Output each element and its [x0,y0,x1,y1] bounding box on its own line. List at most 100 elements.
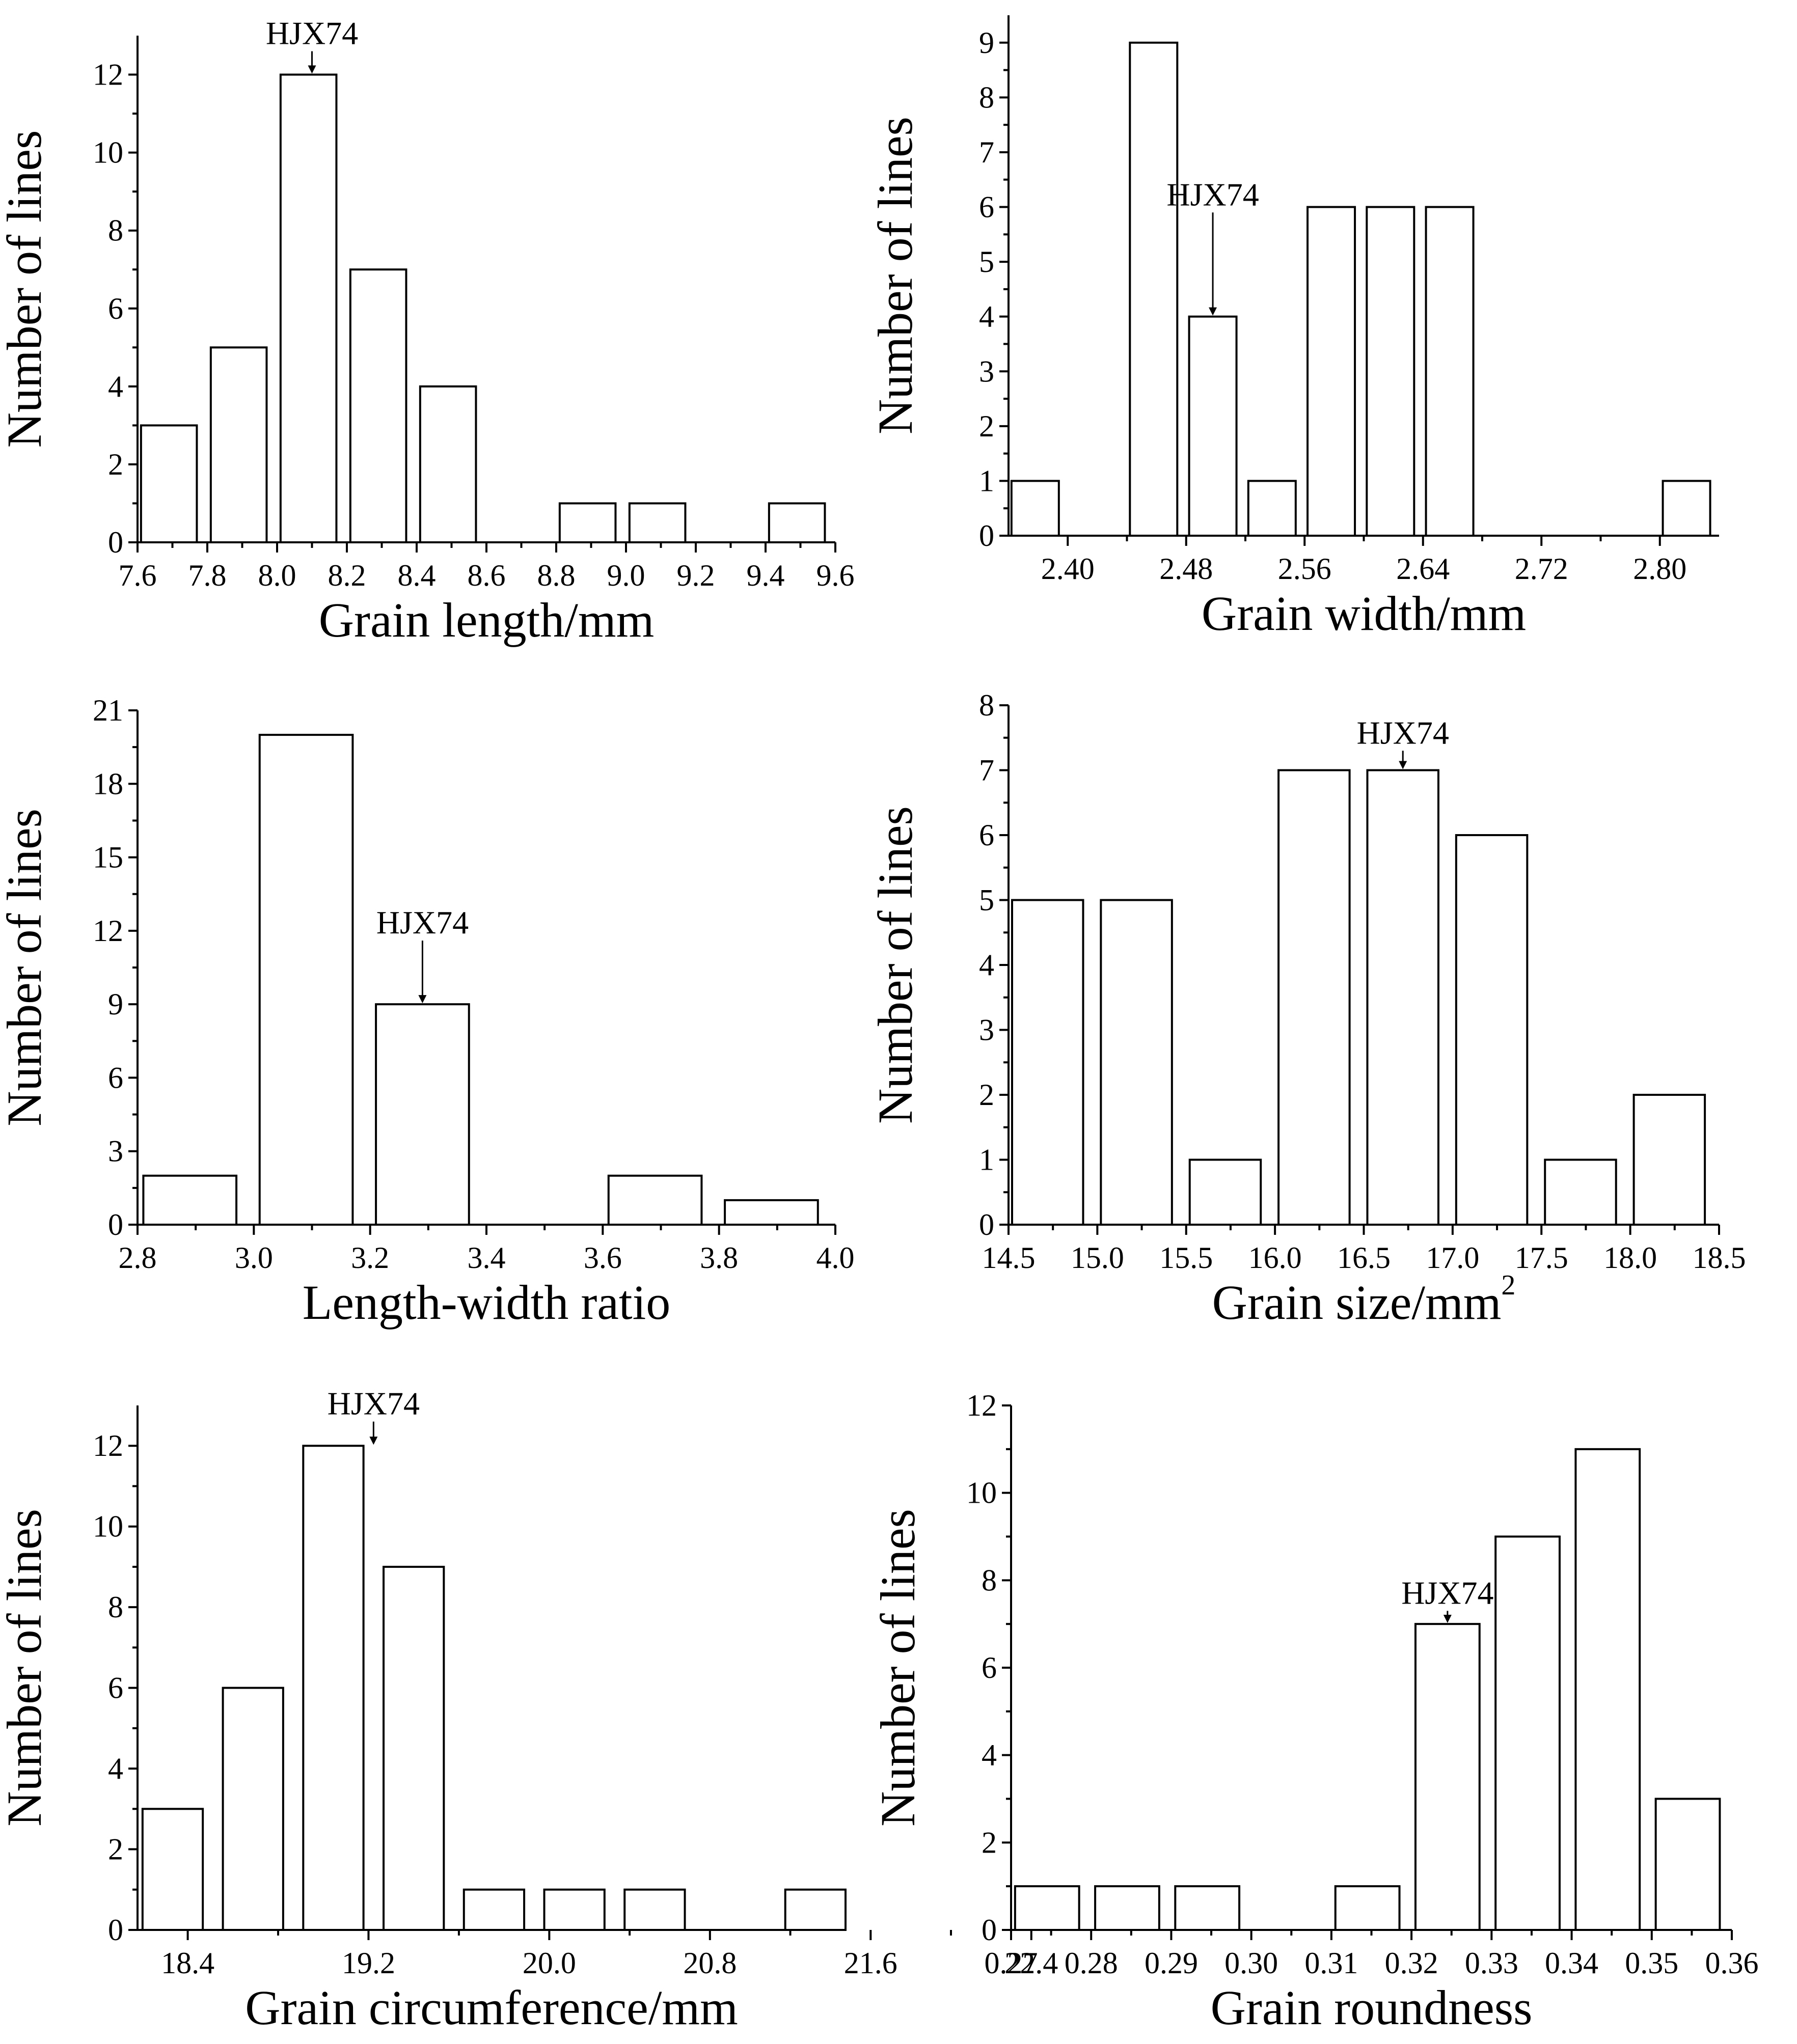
x-axis-title: Grain circumference/mm [245,1980,738,2035]
x-tick-label: 8.8 [537,559,576,592]
bar-7 [623,1888,686,1931]
x-tick-label: 8.4 [398,559,436,592]
y-tick-label: 12 [93,58,123,92]
annotation-arrow-head [1209,307,1217,316]
bar-8 [1662,480,1711,537]
x-tick-label: 9.6 [816,559,855,592]
y-tick-label: 10 [93,136,123,170]
y-tick-label: 8 [979,688,994,722]
annotation-label: HJX74 [1357,714,1449,751]
x-tick-label: 9.0 [607,559,645,592]
y-axis-title: Number of lines [868,806,922,1124]
bar-7 [1425,206,1475,537]
x-tick-label: 22.4 [1004,1946,1058,1980]
y-tick-label: 0 [979,1208,994,1241]
x-axis-title-superscript: 2 [1501,1269,1515,1301]
bar-1 [140,424,198,544]
bar-3 [279,73,338,544]
x-tick-label: 3.2 [351,1241,389,1275]
annotation-label: HJX74 [1166,176,1259,212]
y-tick-label: 4 [108,1752,123,1785]
x-tick-label: 3.8 [700,1241,738,1275]
x-tick-label: 17.5 [1515,1241,1568,1275]
y-axis-title: Number of lines [868,117,922,434]
bar-3 [1174,1885,1241,1931]
x-tick-label: 20.0 [523,1946,576,1980]
y-tick-label: 4 [108,370,123,403]
y-tick-label: 8 [979,80,994,114]
x-tick-label: 21.6 [844,1946,897,1980]
x-tick-label: 18.0 [1603,1241,1657,1275]
bar-2 [1100,899,1173,1226]
bar-2 [1094,1885,1160,1931]
y-tick-label: 21 [93,694,123,727]
x-tick-label: 0.34 [1545,1946,1598,1980]
y-axis-title: Number of lines [870,1509,925,1827]
bar-3 [375,1003,470,1226]
y-tick-label: 6 [108,1671,123,1705]
x-tick-label: 3.4 [468,1241,506,1275]
x-tick-label: 0.33 [1465,1946,1518,1980]
x-tick-label: 3.6 [584,1241,622,1275]
annotation-arrow-head [369,1437,378,1445]
annotation-label: HJX74 [266,15,358,51]
x-tick-label: 0.30 [1224,1946,1278,1980]
x-tick-label: 16.0 [1248,1241,1302,1275]
y-tick-label: 7 [979,135,994,169]
y-tick-label: 6 [108,292,123,325]
y-tick-label: 0 [982,1913,997,1947]
bar-8 [1632,1094,1706,1226]
x-tick-label: 2.48 [1159,552,1213,586]
annotation-label: HJX74 [376,904,469,941]
x-tick-label: 2.40 [1041,552,1095,586]
y-tick-label: 2 [979,409,994,443]
y-tick-label: 3 [979,1013,994,1047]
y-tick-label: 0 [979,519,994,553]
y-tick-label: 4 [982,1738,997,1772]
bar-3 [1188,1158,1262,1226]
annotation-arrow-head [308,65,316,74]
y-tick-label: 1 [979,464,994,498]
chart-panel-2: 0 1 2 3 4 5 6 7 8 9 2.40 2.48 2.56 2.64 2.72 2.80 Grain … [868,15,1719,641]
annotation-arrow-head [1399,761,1407,769]
bar-5 [1366,769,1439,1226]
bar-6 [1494,1535,1561,1931]
y-tick-label: 18 [93,767,123,800]
x-tick-label: 17.0 [1426,1241,1479,1275]
bar-3 [1188,315,1238,537]
y-axis-title: Number of lines [0,130,51,448]
bar-5 [462,1888,526,1931]
x-tick-label: 9.4 [747,559,785,592]
x-tick-label: 0.35 [1625,1946,1678,1980]
bar-6 [558,502,617,544]
annotation-label: HJX74 [1401,1575,1493,1611]
bar-4 [349,268,407,543]
bar-7 [628,502,687,544]
y-tick-label: 15 [93,841,123,874]
x-tick-label: 7.8 [188,559,227,592]
bar-8 [768,502,826,544]
y-tick-label: 6 [108,1061,123,1094]
y-tick-label: 10 [93,1510,123,1543]
chart-panel-1: 0 2 4 6 8 10 12 7.6 7.8 8.0 8.2 8.4 8.6 8.8 9.0 9.2 9.4 9… [0,15,855,647]
bar-4 [383,1565,445,1931]
x-tick-label: 16.5 [1337,1241,1391,1275]
y-tick-label: 4 [979,300,994,334]
x-tick-label: 0.32 [1385,1946,1438,1980]
y-tick-label: 4 [979,948,994,982]
annotation-label: HJX74 [328,1386,420,1422]
bar-2 [209,346,268,543]
y-tick-label: 12 [966,1389,997,1422]
x-tick-label: 0.28 [1065,1946,1118,1980]
x-tick-label: 2.56 [1278,552,1331,586]
y-tick-label: 2 [979,1078,994,1112]
y-tick-label: 10 [966,1476,997,1510]
y-tick-label: 12 [93,1429,123,1462]
bar-1 [141,1808,204,1931]
y-tick-label: 3 [108,1135,123,1168]
bar-1 [1010,480,1060,537]
y-tick-label: 5 [979,883,994,917]
annotation-arrow-head [1443,1615,1452,1623]
bar-6 [1366,206,1415,537]
